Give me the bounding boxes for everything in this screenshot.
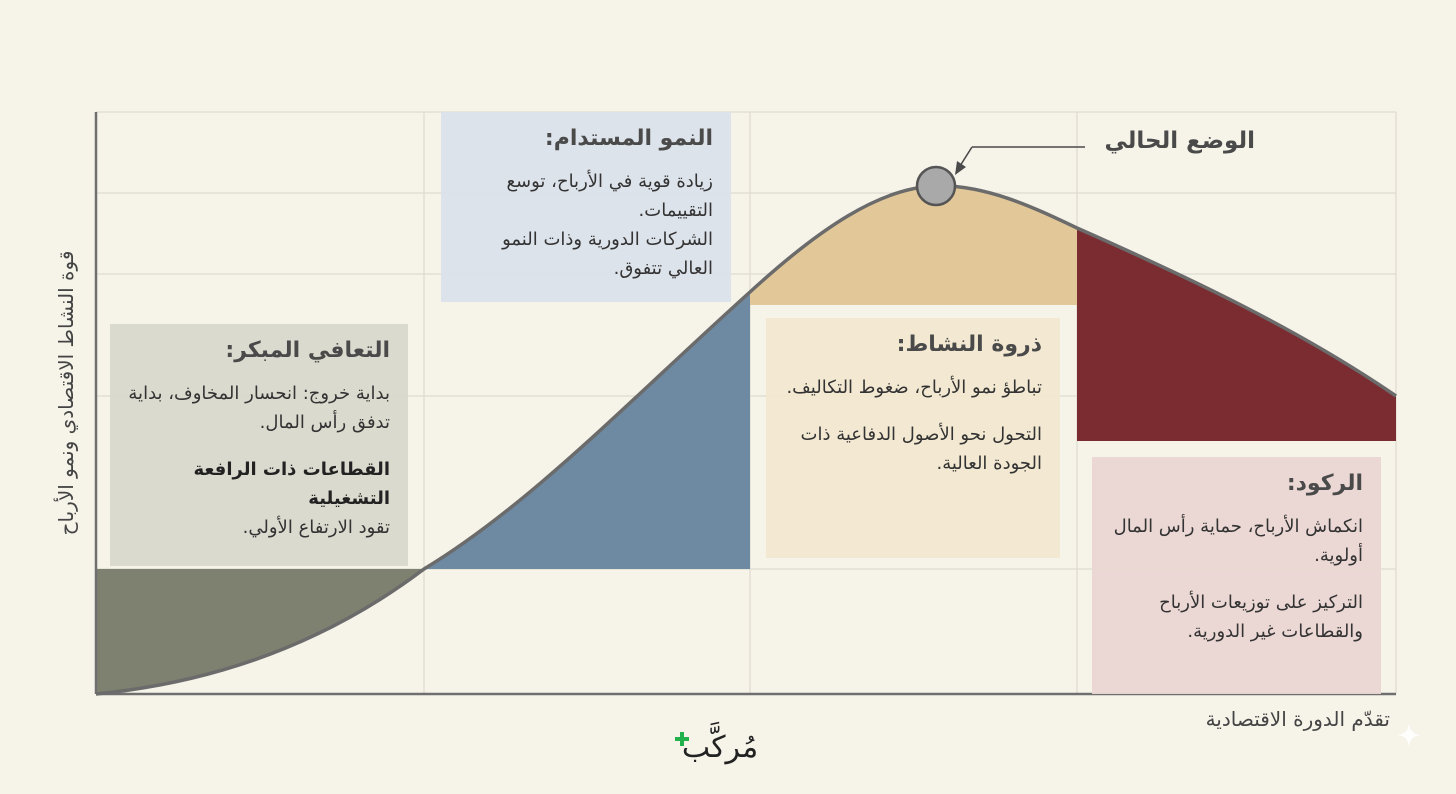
current-position-label: الوضع الحالي (1104, 128, 1255, 154)
logo: مُركَّب (681, 730, 759, 765)
phase-description: تباطؤ نمو الأرباح، ضغوط التكاليف. (786, 377, 1042, 399)
phase-description: انكماش الأرباح، حماية رأس المال أولوية. (1113, 516, 1363, 567)
phase-title: النمو المستدام: (544, 126, 713, 151)
phase-box-recession: الركود: انكماش الأرباح، حماية رأس المال … (1092, 457, 1381, 694)
phase-fill-recession (1077, 228, 1396, 441)
phase-title: الركود: (1286, 471, 1363, 496)
current-position-arrow (959, 146, 973, 167)
phase-box-sustained-growth: النمو المستدام: زيادة قوية في الأرباح، ت… (441, 112, 731, 302)
phase-fill-early-recovery (96, 569, 424, 694)
sparkle-icon (1397, 723, 1421, 747)
phase-highlight: القطاعات ذات الرافعة التشغيلية (193, 458, 390, 509)
phase-description: بداية خروج: انحسار المخاوف، بداية تدفق ر… (128, 383, 390, 434)
phase-box-peak: ذروة النشاط: تباطؤ نمو الأرباح، ضغوط الت… (766, 318, 1060, 558)
y-axis-label: قوة النشاط الاقتصادي ونمو الأرباح (54, 250, 78, 536)
phase-box-early-recovery: التعافي المبكر: بداية خروج: انحسار المخا… (110, 324, 408, 566)
plus-icon (675, 732, 689, 746)
phase-description: زيادة قوية في الأرباح، توسع التقييمات. (506, 171, 713, 222)
x-axis-label: تقدّم الدورة الاقتصادية (1205, 707, 1390, 731)
phase-title: التعافي المبكر: (225, 338, 390, 363)
current-position-marker (915, 165, 957, 207)
phase-title: ذروة النشاط: (896, 332, 1042, 357)
phase-description-tail: تقود الارتفاع الأولي. (242, 516, 390, 538)
phase-description: التركيز على توزيعات الأرباح والقطاعات غي… (1159, 591, 1363, 642)
current-position-arrowhead (955, 161, 966, 175)
phase-description: القطاعات ذات الرافعة التشغيلية تقود الارت… (124, 456, 390, 542)
phase-description: الشركات الدورية وذات النمو العالي تتفوق. (502, 228, 713, 279)
phase-fill-sustained-growth (424, 292, 750, 569)
phase-fill-peak (750, 185, 1077, 305)
cycle-curve (95, 184, 1397, 696)
phase-description: التحول نحو الأصول الدفاعية ذات الجودة ال… (800, 424, 1042, 474)
